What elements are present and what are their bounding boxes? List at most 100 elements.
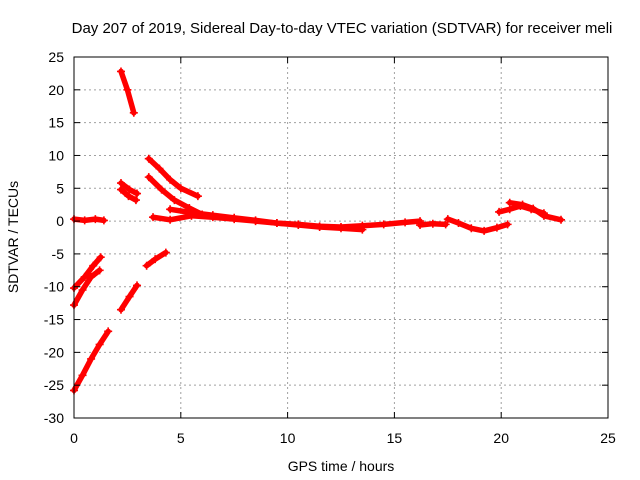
series-arc-n [416,219,450,230]
x-tick-label: 10 [280,430,296,446]
data-point [149,213,158,222]
data-point [505,198,514,207]
data-point [104,327,113,336]
series-band [506,199,564,223]
y-tick-label: 25 [48,49,64,65]
data-point [116,67,125,76]
data-point [144,154,153,163]
data-point [155,164,164,173]
data-point [441,220,450,229]
series-arc-h [116,185,140,205]
data-point [95,340,104,349]
data-point [116,305,125,314]
data-point [116,185,125,194]
data-point [87,354,96,363]
tick-layer: 0 5 10 15 20 25 -30 -25 -20 -15 -10 -5 0 5 10 15 20 25 [44,49,616,446]
y-tick-label: -15 [44,312,64,328]
data-point [78,371,87,380]
grid-layer [74,57,608,418]
y-tick-label: 5 [56,180,64,196]
data-point [272,219,281,228]
data-point [251,216,260,225]
data-point [133,189,142,198]
data-point [166,175,175,184]
x-tick-label: 20 [493,430,509,446]
series-arc-g [116,179,142,198]
y-tick-label: -20 [44,344,64,360]
data-point [492,223,501,232]
series-arc-e [116,67,138,117]
data-point [123,85,132,94]
data-point [144,173,153,182]
series-arc-a [70,215,108,225]
series-band [445,216,511,234]
data-point [124,192,133,201]
series-band [71,267,103,308]
data-point [416,221,425,230]
data-point [91,215,100,224]
x-axis-label: GPS time / hours [288,458,395,474]
series-arc-q [505,198,566,224]
data-point [129,108,138,117]
y-tick-label: 20 [48,82,64,98]
y-tick-label: 15 [48,115,64,131]
data-point [78,286,87,295]
series-arc-d [70,327,113,395]
data-point [125,292,134,301]
data-point [428,219,437,228]
data-point [142,261,151,270]
data-point [401,218,410,227]
data-point [557,215,566,224]
series-layer [70,67,566,395]
x-tick-label: 15 [387,430,403,446]
data-point [358,225,367,234]
x-tick-label: 25 [600,430,616,446]
data-point [95,266,104,275]
data-point [379,220,388,229]
data-point [99,216,108,225]
data-point [208,211,217,220]
y-tick-label: 0 [56,213,64,229]
data-point [315,222,324,231]
data-point [131,196,140,205]
series-band [71,254,104,291]
data-point [125,185,134,194]
data-point [133,281,142,290]
series-band [71,216,107,224]
data-point [503,220,512,229]
data-point [161,248,170,257]
y-tick-label: -30 [44,410,64,426]
data-point [230,213,239,222]
data-point [176,184,185,193]
plot-frame [73,56,609,419]
y-tick-label: 10 [48,147,64,163]
data-point [337,224,345,233]
data-point [96,253,105,262]
chart-title: Day 207 of 2019, Sidereal Day-to-day VTE… [72,20,613,37]
data-point [454,219,463,228]
series-arc-i [142,248,170,270]
series-band [146,155,201,199]
data-point [89,261,98,270]
data-point [480,226,489,235]
data-point [518,200,527,209]
data-point [80,272,89,281]
y-tick-label: -10 [44,279,64,295]
data-point [170,196,179,205]
data-point [157,185,166,194]
series-band [167,206,366,233]
x-tick-label: 5 [177,430,185,446]
series-arc-o [443,215,512,235]
data-point [187,208,196,217]
data-point [495,207,504,216]
series-arc-j [144,154,202,201]
data-point [539,211,548,220]
series-arc-f [116,281,142,314]
y-axis-label: SDTVAR / TECUs [5,181,21,293]
y-tick-label: -25 [44,377,64,393]
data-point [166,205,175,214]
data-point [443,215,452,224]
data-point [467,224,476,233]
series-arc-m [166,205,367,234]
